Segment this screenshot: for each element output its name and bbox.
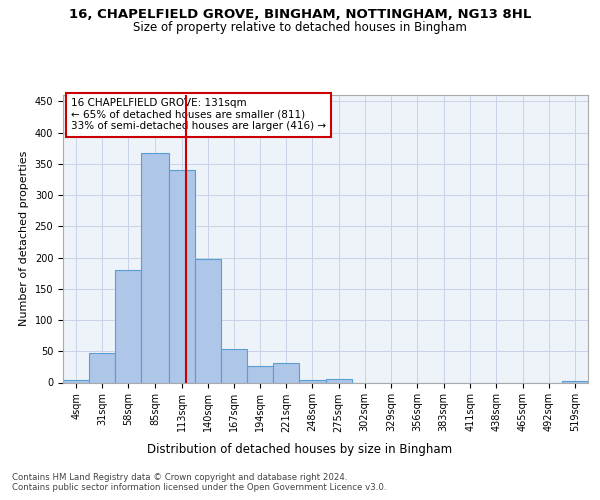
Text: Contains HM Land Registry data © Crown copyright and database right 2024.
Contai: Contains HM Land Registry data © Crown c…	[12, 472, 386, 492]
Text: 16 CHAPELFIELD GROVE: 131sqm
← 65% of detached houses are smaller (811)
33% of s: 16 CHAPELFIELD GROVE: 131sqm ← 65% of de…	[71, 98, 326, 132]
Bar	[169, 170, 195, 382]
Text: 16, CHAPELFIELD GROVE, BINGHAM, NOTTINGHAM, NG13 8HL: 16, CHAPELFIELD GROVE, BINGHAM, NOTTINGH…	[69, 8, 531, 20]
Bar	[115, 270, 142, 382]
Bar	[273, 362, 299, 382]
Bar	[63, 380, 89, 382]
Bar	[299, 380, 325, 382]
Text: Size of property relative to detached houses in Bingham: Size of property relative to detached ho…	[133, 21, 467, 34]
Bar	[142, 153, 169, 382]
Bar	[195, 259, 221, 382]
Bar	[89, 352, 115, 382]
Bar	[221, 349, 247, 382]
Bar	[247, 366, 273, 382]
Bar	[325, 379, 352, 382]
Y-axis label: Number of detached properties: Number of detached properties	[19, 151, 29, 326]
Bar	[562, 380, 588, 382]
Text: Distribution of detached houses by size in Bingham: Distribution of detached houses by size …	[148, 442, 452, 456]
